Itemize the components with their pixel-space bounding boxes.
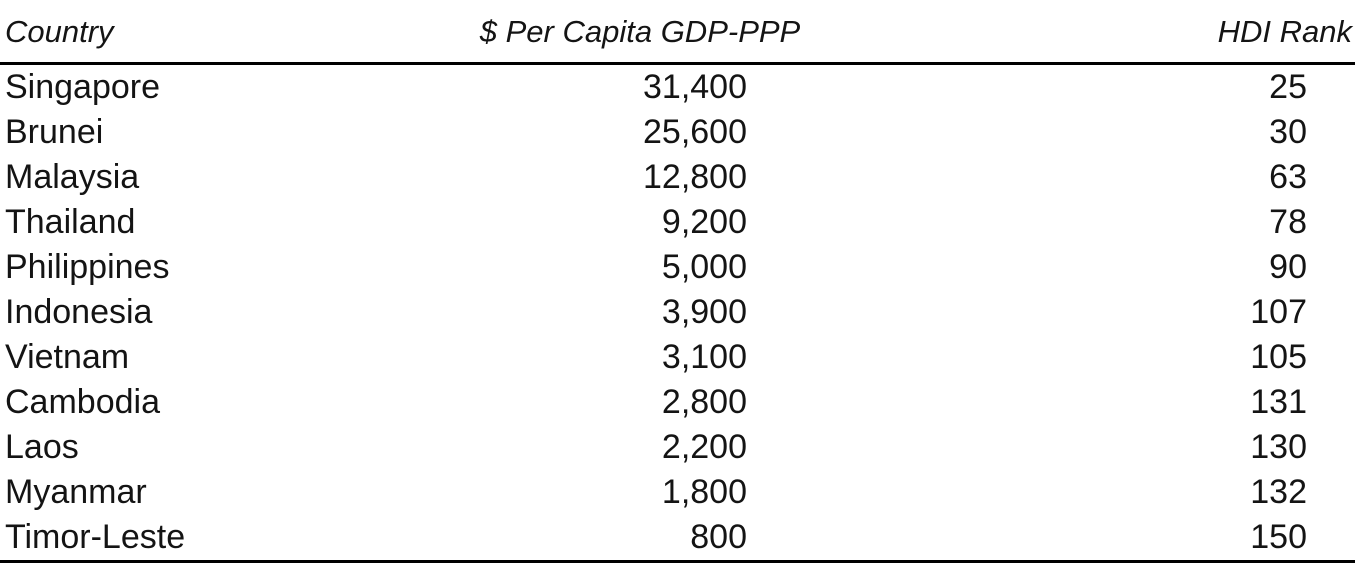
table-row: Malaysia 12,800 63	[0, 155, 1355, 200]
gdp-cell: 25,600	[643, 113, 747, 151]
header-row: Country $ Per Capita GDP-PPP HDI Rank	[0, 8, 1355, 65]
gdp-cell: 800	[690, 518, 747, 556]
hdi-cell: 30	[1269, 113, 1307, 151]
gdp-cell: 3,100	[661, 338, 747, 376]
country-cell: Brunei	[5, 113, 104, 151]
gdp-cell: 31,400	[643, 68, 747, 106]
table-row: Laos 2,200 130	[0, 425, 1355, 470]
hdi-cell: 90	[1269, 248, 1307, 286]
country-cell: Cambodia	[5, 383, 160, 421]
gdp-hdi-table: Country $ Per Capita GDP-PPP HDI Rank Si…	[0, 8, 1355, 563]
hdi-cell: 107	[1250, 293, 1307, 331]
table-row: Vietnam 3,100 105	[0, 335, 1355, 380]
hdi-cell: 105	[1250, 338, 1307, 376]
country-cell: Myanmar	[5, 473, 147, 511]
gdp-cell: 1,800	[661, 473, 747, 511]
hdi-cell: 150	[1250, 518, 1307, 556]
country-cell: Laos	[5, 428, 79, 466]
table-row: Thailand 9,200 78	[0, 200, 1355, 245]
hdi-cell: 25	[1269, 68, 1307, 106]
hdi-cell: 63	[1269, 158, 1307, 196]
country-cell: Malaysia	[5, 158, 140, 196]
table-row: Myanmar 1,800 132	[0, 470, 1355, 515]
header-country: Country	[0, 8, 450, 65]
hdi-cell: 130	[1250, 428, 1307, 466]
hdi-cell: 131	[1250, 383, 1307, 421]
table-body: Singapore 31,400 25 Brunei 25,600 30 Mal…	[0, 64, 1355, 562]
table-row: Indonesia 3,900 107	[0, 290, 1355, 335]
table-row: Timor-Leste 800 150	[0, 515, 1355, 562]
gdp-cell: 2,800	[661, 383, 747, 421]
country-cell: Indonesia	[5, 293, 153, 331]
gdp-cell: 3,900	[661, 293, 747, 331]
country-cell: Thailand	[5, 203, 136, 241]
gdp-cell: 9,200	[661, 203, 747, 241]
table-row: Brunei 25,600 30	[0, 110, 1355, 155]
table-header: Country $ Per Capita GDP-PPP HDI Rank	[0, 8, 1355, 65]
gdp-cell: 12,800	[643, 158, 747, 196]
table-row: Cambodia 2,800 131	[0, 380, 1355, 425]
hdi-cell: 78	[1269, 203, 1307, 241]
gdp-cell: 2,200	[661, 428, 747, 466]
header-gdp-per-capita: $ Per Capita GDP-PPP	[450, 8, 830, 65]
hdi-cell: 132	[1250, 473, 1307, 511]
country-cell: Vietnam	[5, 338, 130, 376]
country-cell: Philippines	[5, 248, 170, 286]
country-cell: Singapore	[5, 68, 161, 106]
header-hdi-rank: HDI Rank	[830, 8, 1355, 65]
table-row: Singapore 31,400 25	[0, 64, 1355, 111]
country-cell: Timor-Leste	[5, 518, 186, 556]
table-row: Philippines 5,000 90	[0, 245, 1355, 290]
gdp-cell: 5,000	[661, 248, 747, 286]
